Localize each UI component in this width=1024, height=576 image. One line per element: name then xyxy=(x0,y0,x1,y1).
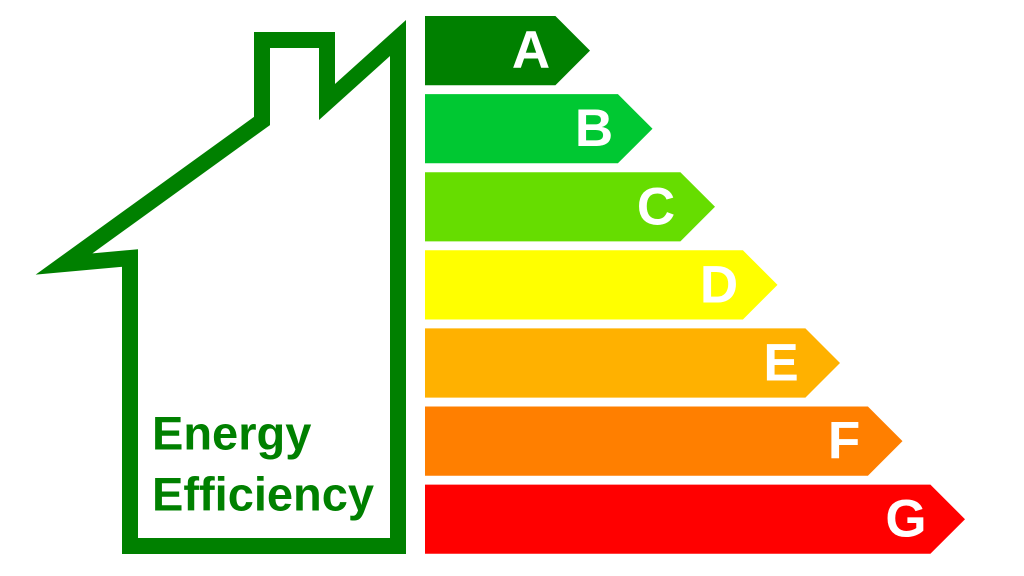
svg-text:A: A xyxy=(512,21,550,80)
svg-text:E: E xyxy=(763,334,798,393)
svg-text:Efficiency: Efficiency xyxy=(152,467,374,520)
svg-text:Energy: Energy xyxy=(152,407,311,460)
svg-text:C: C xyxy=(637,177,675,236)
svg-text:G: G xyxy=(885,490,926,549)
svg-text:F: F xyxy=(828,412,860,471)
svg-text:D: D xyxy=(700,255,738,314)
svg-text:B: B xyxy=(575,99,613,158)
